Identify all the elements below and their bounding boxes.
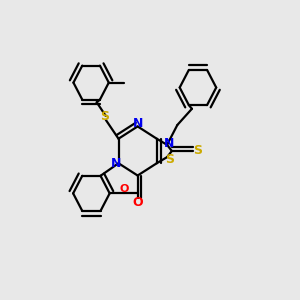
- Text: N: N: [132, 117, 143, 130]
- Text: S: S: [100, 110, 109, 123]
- Text: S: S: [166, 153, 175, 166]
- Text: N: N: [110, 157, 121, 170]
- Text: O: O: [119, 184, 128, 194]
- Text: O: O: [132, 196, 143, 209]
- Text: N: N: [164, 137, 175, 150]
- Text: S: S: [193, 145, 202, 158]
